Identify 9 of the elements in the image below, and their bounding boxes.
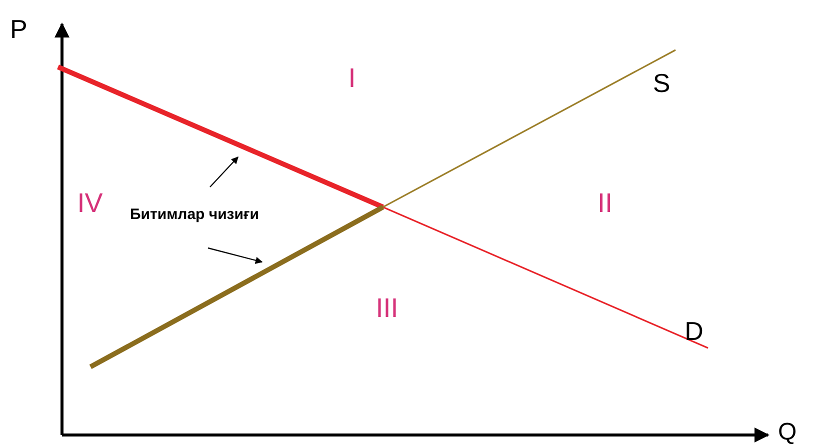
annotation: I — [348, 63, 356, 94]
annotation: II — [597, 188, 613, 218]
annotation: III — [376, 293, 398, 324]
annotation: Битимлар чизиғи — [130, 206, 259, 223]
annotation: IV — [77, 188, 103, 218]
series-label: S — [652, 68, 670, 98]
series-label: D — [684, 316, 704, 346]
y-axis-title: P — [10, 14, 28, 44]
x-axis-title: Q — [778, 418, 797, 445]
